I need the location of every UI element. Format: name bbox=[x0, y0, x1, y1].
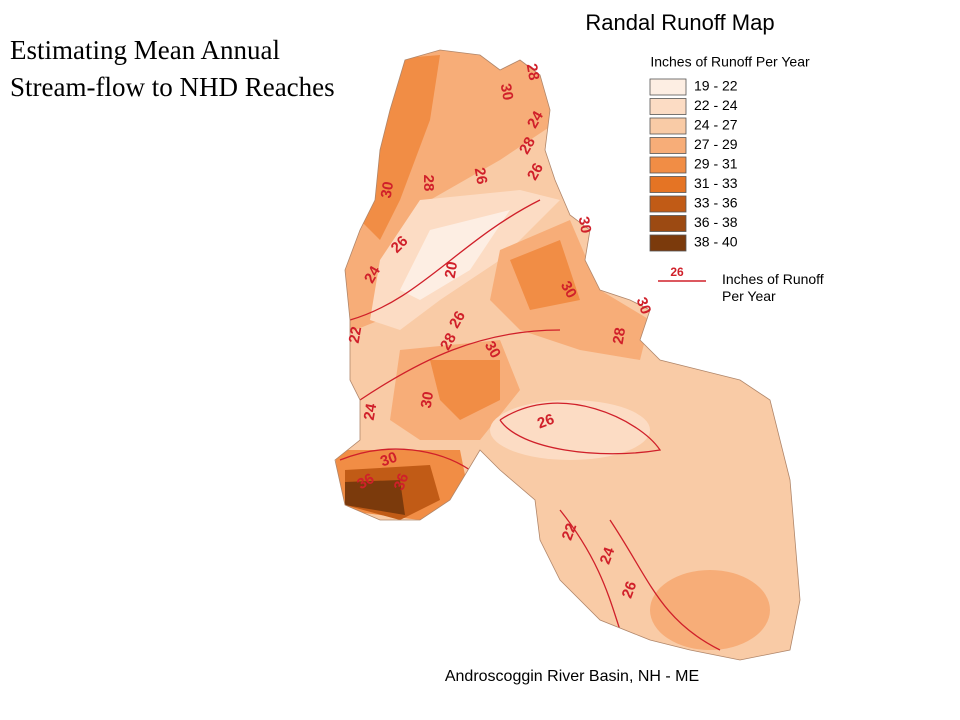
legend-label: 24 - 27 bbox=[694, 117, 738, 133]
legend-label: 36 - 38 bbox=[694, 214, 738, 230]
map-caption: Androscoggin River Basin, NH - ME bbox=[445, 668, 699, 685]
legend-label: 33 - 36 bbox=[694, 195, 738, 211]
contour-label: 30 bbox=[557, 278, 580, 301]
contour-label: 22 bbox=[346, 325, 366, 344]
legend-label: 31 - 33 bbox=[694, 175, 738, 191]
contour-label: 30 bbox=[378, 180, 398, 199]
contour-label: 20 bbox=[442, 260, 462, 279]
basin bbox=[334, 49, 801, 661]
contour-label: 26 bbox=[535, 411, 556, 433]
legend-title: Inches of Runoff Per Year bbox=[650, 54, 810, 70]
slide-title: Estimating Mean Annual Stream-flow to NH… bbox=[10, 35, 335, 102]
contour-label: 24 bbox=[361, 263, 384, 287]
legend: 19 - 22 22 - 24 24 - 27 27 - 29 29 - 31 31 - … bbox=[649, 78, 738, 252]
contour-label: 26 bbox=[446, 308, 469, 331]
contour-label: 30 bbox=[418, 390, 438, 409]
legend-swatch bbox=[649, 137, 687, 154]
contour-label: 26 bbox=[524, 160, 547, 183]
contour-label: 22 bbox=[559, 521, 581, 542]
contour-label: 28 bbox=[516, 134, 539, 157]
legend-label: 19 - 22 bbox=[694, 78, 738, 94]
contour-label: 26 bbox=[619, 579, 641, 600]
legend-label: 29 - 31 bbox=[694, 156, 738, 172]
contour-label: 28 bbox=[437, 330, 460, 353]
legend-swatch bbox=[649, 195, 687, 213]
contour-label: 30 bbox=[378, 449, 399, 471]
contour-label: 30 bbox=[633, 295, 655, 316]
legend-line-label-box: Inches of Runoff Per Year bbox=[722, 271, 824, 304]
legend-swatch bbox=[649, 156, 687, 174]
legend-swatch bbox=[649, 176, 687, 193]
contour-label: 36 bbox=[354, 470, 377, 493]
contour-label: 30 bbox=[481, 338, 504, 361]
contour-label: 36 bbox=[391, 471, 413, 492]
contour-label: 24 bbox=[524, 108, 547, 132]
contour-label: 28 bbox=[523, 62, 543, 81]
legend-swatch bbox=[649, 98, 687, 115]
contour-label: 26 bbox=[471, 166, 491, 185]
contour-label: 24 bbox=[597, 544, 619, 566]
legend-label: 22 - 24 bbox=[694, 97, 738, 113]
legend-line-sample-label: 26 bbox=[670, 265, 684, 279]
legend-label: 27 - 29 bbox=[694, 136, 738, 152]
contour-label: 28 bbox=[610, 326, 630, 345]
legend-swatch bbox=[649, 234, 687, 252]
legend-swatch bbox=[649, 215, 687, 232]
legend-line-label: Inches of Runoff Per Year bbox=[722, 271, 824, 304]
legend-swatch bbox=[649, 117, 687, 135]
map-title: Randal Runoff Map bbox=[585, 10, 774, 35]
contour-label: 24 bbox=[361, 402, 381, 422]
contour-label: 30 bbox=[575, 215, 595, 234]
legend-swatch bbox=[649, 78, 687, 96]
contour-label: 28 bbox=[420, 175, 437, 192]
legend-label: 38 - 40 bbox=[694, 234, 738, 250]
contour-label: 30 bbox=[497, 82, 517, 101]
